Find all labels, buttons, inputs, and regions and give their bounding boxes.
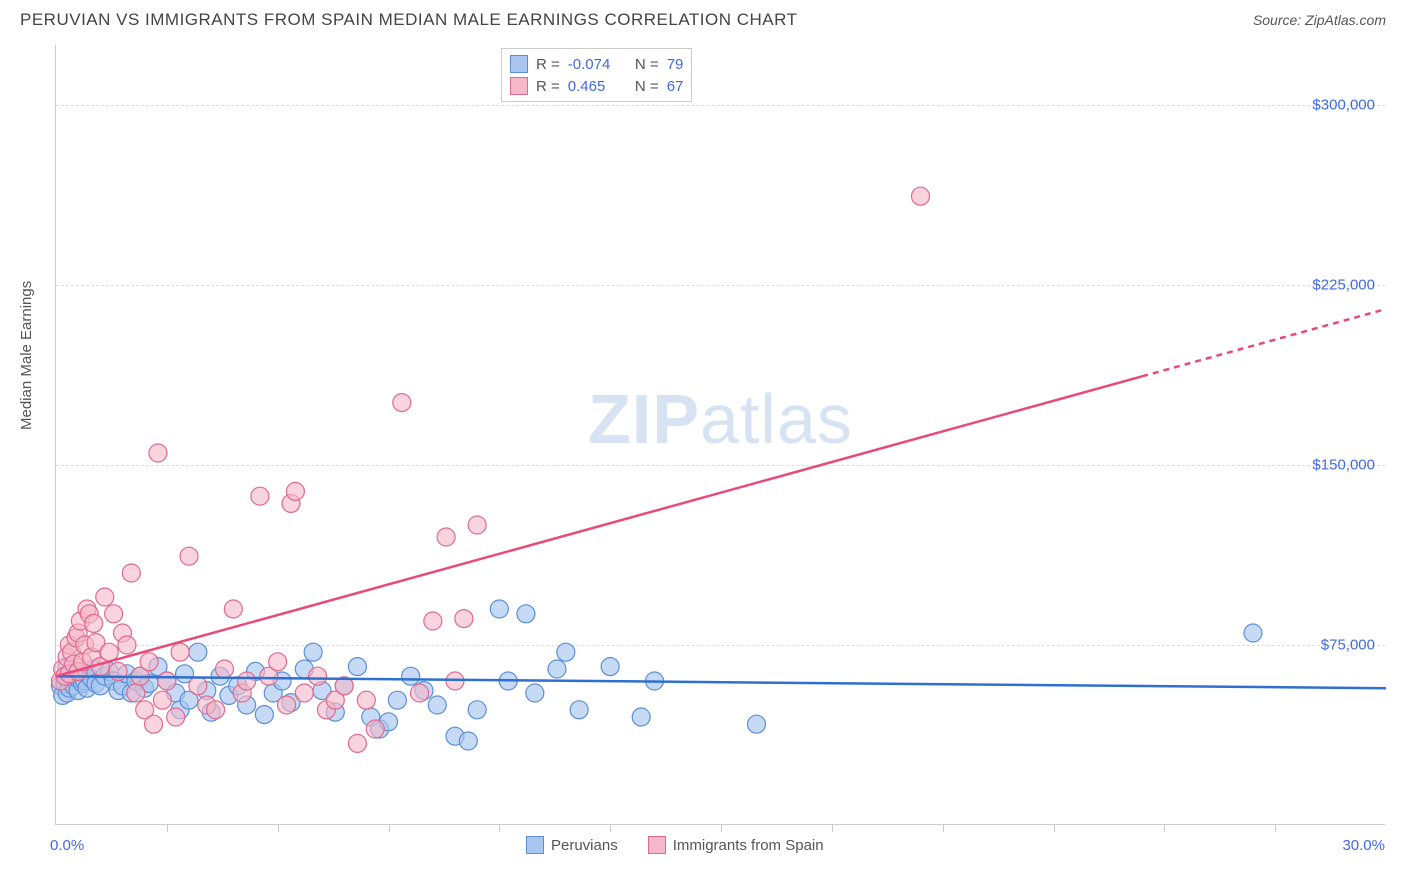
stats-row-series-1: R = -0.074 N = 79 (510, 53, 683, 75)
legend-swatch-1 (526, 836, 544, 854)
x-tick (499, 824, 500, 832)
r-label: R = (536, 78, 560, 95)
y-axis-label: Median Male Earnings (18, 281, 35, 430)
r-value-1: -0.074 (568, 56, 623, 73)
x-tick (278, 824, 279, 832)
swatch-series-2 (510, 77, 528, 95)
legend-item-1: Peruvians (526, 836, 618, 854)
x-tick (832, 824, 833, 832)
source-name: ZipAtlas.com (1305, 12, 1386, 28)
n-value-2: 67 (667, 78, 684, 95)
x-tick (1164, 824, 1165, 832)
legend-item-2: Immigrants from Spain (648, 836, 824, 854)
stats-row-series-2: R = 0.465 N = 67 (510, 75, 683, 97)
r-label: R = (536, 56, 560, 73)
source-label: Source: (1253, 12, 1301, 28)
x-axis-start-label: 0.0% (50, 837, 84, 854)
chart-plot-area: ZIPatlas $75,000$150,000$225,000$300,000… (55, 45, 1385, 825)
n-value-1: 79 (667, 56, 684, 73)
series-legend: Peruvians Immigrants from Spain (526, 836, 824, 854)
swatch-series-1 (510, 55, 528, 73)
n-label: N = (631, 56, 659, 73)
n-label: N = (631, 78, 659, 95)
source-credit: Source: ZipAtlas.com (1253, 12, 1386, 28)
x-tick (943, 824, 944, 832)
correlation-stats-box: R = -0.074 N = 79 R = 0.465 N = 67 (501, 48, 692, 102)
chart-title: PERUVIAN VS IMMIGRANTS FROM SPAIN MEDIAN… (20, 10, 797, 30)
x-tick (1275, 824, 1276, 832)
r-value-2: 0.465 (568, 78, 623, 95)
x-tick (721, 824, 722, 832)
x-tick (610, 824, 611, 832)
x-tick (167, 824, 168, 832)
legend-label-2: Immigrants from Spain (673, 837, 824, 854)
x-tick (389, 824, 390, 832)
legend-label-1: Peruvians (551, 837, 618, 854)
chart-header: PERUVIAN VS IMMIGRANTS FROM SPAIN MEDIAN… (0, 0, 1406, 38)
x-axis-end-label: 30.0% (1342, 837, 1385, 854)
x-tick (1054, 824, 1055, 832)
legend-swatch-2 (648, 836, 666, 854)
scatter-plot-svg (56, 45, 1385, 824)
